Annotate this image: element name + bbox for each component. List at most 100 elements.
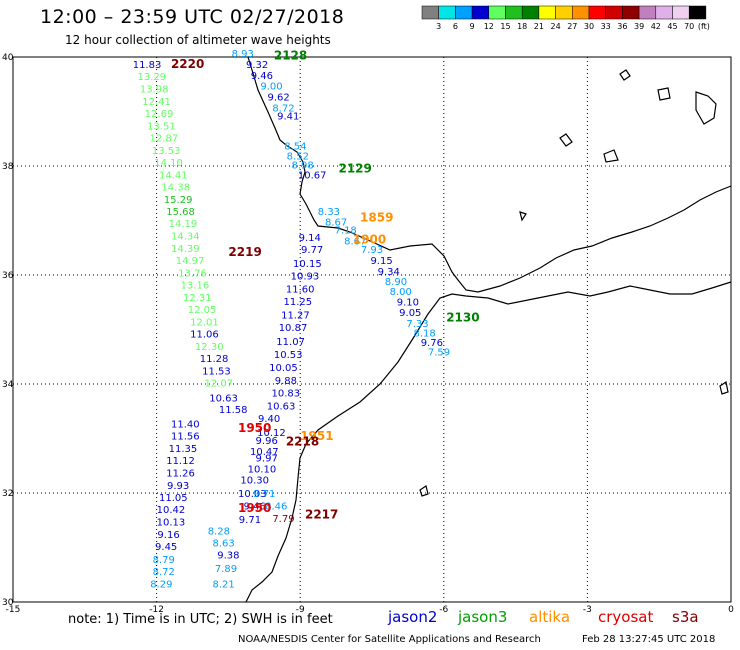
wave-height-value: 7.79 [272,514,294,525]
legend-swatch [538,5,556,20]
x-tick--3: -3 [583,605,592,615]
legend-tick-label: 15 [500,22,510,31]
x-tick--6: -6 [439,605,448,615]
legend-swatch [638,5,657,20]
wave-height-value: 9.71 [253,489,275,500]
legend-swatch [588,5,606,20]
legend-tick-label: 24 [551,22,561,31]
legend-tick-label: 12 [484,22,494,31]
y-tick-36: 36 [2,271,14,281]
wave-height-value: 10.83 [272,389,301,400]
wave-height-value: 10.63 [209,393,238,404]
wave-height-value: 13.98 [140,84,169,95]
pass-label-2220: 2220 [171,57,204,71]
wave-height-value: 7.33 [406,319,428,330]
wave-height-value: 9.46 [251,71,273,82]
wave-height-value: 8.29 [150,579,172,590]
legend-tick-label: 36 [617,22,627,31]
wave-height-value: 9.32 [246,60,268,71]
legend-swatch [655,5,673,20]
wave-height-value: 11.56 [171,432,200,443]
wave-height-value: 11.58 [219,405,248,416]
wave-height-value: 12.31 [183,293,212,304]
wave-height-value: 11.25 [283,297,312,308]
legend-tick-label: 18 [517,22,527,31]
wave-height-value: 12.01 [190,318,219,329]
wave-height-value: 14.97 [176,256,205,267]
wave-height-value: 9.76 [421,338,443,349]
island-6 [603,149,619,163]
color-scale-legend: 3 6 9 12 15 18 21 24 27 30 33 36 39 42 45 70 (ft) [421,5,710,31]
wave-height-value: 9.10 [397,298,419,309]
wave-height-value: 10.93 [291,271,320,282]
legend-swatch [605,5,623,20]
wave-height-value: 9.16 [157,530,179,541]
wave-height-value: 14.39 [171,244,200,255]
pass-label-1950: 1950 [238,501,271,515]
wave-height-value: 8.67 [325,217,347,228]
wave-height-value: 9.05 [399,308,421,319]
y-tick-40: 40 [2,53,14,63]
wave-height-value: 8.21 [212,579,234,590]
x-tick--9: -9 [296,605,305,615]
credit-line: NOAA/NESDIS Center for Satellite Applica… [238,634,541,645]
island-4 [559,133,573,147]
island-2 [657,87,671,101]
wave-height-value: 11.35 [169,444,198,455]
y-tick-32: 32 [2,489,13,499]
pass-label-2130: 2130 [446,310,479,324]
pass-label-1859: 1859 [360,211,393,225]
legend-swatch [488,5,506,20]
wave-height-value: 8.79 [153,555,175,566]
wave-height-value: 8.63 [212,538,234,549]
pass-label-1900: 1900 [353,232,386,246]
graticule [13,57,731,602]
legend-swatch [438,5,456,20]
x-tick-0: 0 [728,605,734,615]
wave-height-value: 9.93 [167,481,189,492]
legend-unit: (ft) [698,22,710,31]
satellite-jason3: jason3 [458,608,508,626]
island-3 [695,91,717,125]
wave-height-value: 9.38 [217,550,239,561]
wave-height-value: 12.30 [195,342,224,353]
legend-tick-label: 70 [684,22,694,31]
satellite-altika: altika [529,608,571,626]
wave-height-value: 8.98 [291,161,313,172]
legend-swatch [572,5,590,20]
wave-height-value: 15.29 [164,195,193,206]
map-frame [12,56,732,603]
wave-height-value: 10.13 [157,518,186,529]
legend-tick-label: 42 [651,22,661,31]
legend-swatch [505,5,523,20]
wave-height-value: 10.42 [157,505,186,516]
generation-timestamp: Feb 28 13:27:45 UTC 2018 [582,634,716,645]
wave-height-value: 13.76 [178,269,207,280]
island-1 [619,69,631,81]
wave-height-value: 8.54 [284,142,306,153]
wave-height-value: 9.96 [256,436,278,447]
legend-tick-label: 45 [667,22,677,31]
wave-height-value: 10.87 [279,323,308,334]
wave-height-value: 9.34 [378,267,400,278]
wave-height-value: 10.05 [269,363,298,374]
wave-height-value: 11.83 [133,60,162,71]
legend-tick-label: 3 [436,22,441,31]
wave-height-value: 13.16 [181,281,210,292]
wave-height-value: 8.67 [344,236,366,247]
x-tick--15: -15 [6,605,21,615]
legend-tick-label: 9 [470,22,475,31]
map-subtitle: 12 hour collection of altimeter wave hei… [65,33,331,47]
footnote: note: 1) Time is in UTC; 2) SWH is in fe… [68,612,333,627]
iberia-coast [247,56,732,293]
wave-height-value: 11.05 [159,493,188,504]
wave-height-value: 10.67 [298,171,327,182]
legend-tick-label: 6 [453,22,458,31]
legend-swatch [421,5,439,20]
wave-height-value: 11.26 [166,469,195,480]
wave-height-value: 11.40 [171,420,200,431]
wave-height-value: 8.52 [287,151,309,162]
wave-height-value: 8.72 [153,567,175,578]
wave-height-value: 10.03 [238,489,267,500]
wave-height-value: 11.12 [166,456,195,467]
